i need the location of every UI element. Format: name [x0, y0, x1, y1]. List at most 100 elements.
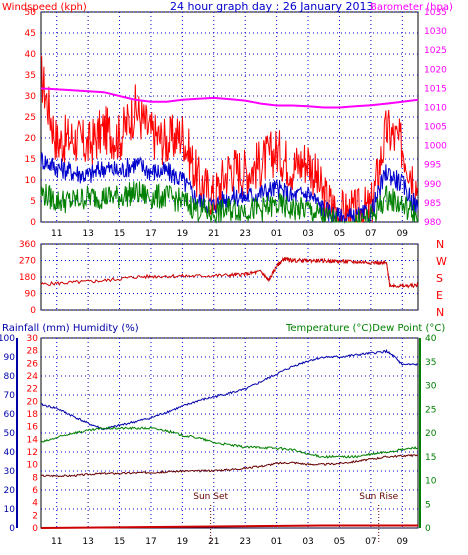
- wind-panel-x-tick: 21: [208, 229, 219, 239]
- baro-y-tick: 995: [424, 161, 441, 171]
- humidity-y-tick: 70: [4, 391, 16, 401]
- temp-panel-x-tick: 19: [177, 537, 189, 547]
- dir-y-tick: 270: [19, 257, 36, 267]
- baro-line: [40, 87, 419, 109]
- humidity-y-tick: 80: [4, 372, 16, 382]
- temp-y-tick: 35: [425, 358, 436, 368]
- temp-y-tick: 40: [425, 334, 437, 344]
- compass-label: N: [436, 238, 444, 251]
- temp-panel-x-tick: 11: [51, 537, 62, 547]
- rain-y-tick: 26: [27, 359, 39, 369]
- temp-hum-rain-panel: 0102030405060708090100024681012141618202…: [0, 334, 437, 547]
- humidity-y-tick: 30: [4, 467, 16, 477]
- wind-panel-x-tick: 11: [51, 229, 62, 239]
- baro-y-tick: 1020: [424, 65, 447, 75]
- temp-y-tick: 5: [425, 500, 431, 510]
- wind-y-tick: 0: [30, 218, 36, 228]
- rain-y-tick: 2: [32, 511, 38, 521]
- rain-y-tick: 0: [32, 524, 38, 534]
- rain-y-tick: 16: [27, 423, 39, 433]
- wind-y-tick: 50: [25, 8, 37, 18]
- temp-panel-x-tick: 05: [334, 537, 345, 547]
- dir-y-tick: 180: [19, 273, 36, 283]
- temp-panel-x-tick: 01: [271, 537, 282, 547]
- wind-y-tick: 15: [25, 155, 36, 165]
- wind-baro-panel: 0510152025303540455098098599099510001005…: [25, 8, 448, 239]
- direction-line: [40, 256, 419, 289]
- temp-panel-x-tick: 15: [114, 537, 125, 547]
- barometer-axis-label: Barometer (hpa): [370, 2, 453, 13]
- gust-line: [40, 55, 419, 223]
- temp-y-tick: 25: [425, 405, 436, 415]
- rain-y-tick: 10: [27, 461, 39, 471]
- rain-humidity-axis-label: Rainfall (mm) Humidity (%): [2, 323, 139, 334]
- temp-y-tick: 10: [425, 477, 437, 487]
- rain-y-tick: 4: [32, 499, 38, 509]
- humidity-line: [40, 348, 419, 431]
- chart-title: 24 hour graph day : 26 January 2013: [170, 0, 374, 13]
- temp-panel-x-tick: 03: [302, 537, 313, 547]
- rain-y-tick: 24: [27, 372, 39, 382]
- dir-y-tick: 0: [30, 306, 36, 316]
- temp-y-tick: 0: [425, 524, 431, 534]
- wind-y-tick: 35: [25, 71, 36, 81]
- temp-y-tick: 15: [425, 453, 436, 463]
- wind-y-tick: 20: [25, 134, 37, 144]
- baro-y-tick: 1005: [424, 123, 447, 133]
- humidity-y-tick: 10: [4, 505, 16, 515]
- baro-y-tick: 1015: [424, 84, 447, 94]
- wind-y-tick: 45: [25, 29, 36, 39]
- wind-panel-x-tick: 19: [177, 229, 189, 239]
- temp-y-tick: 30: [425, 382, 437, 392]
- temp-panel-x-tick: 21: [208, 537, 219, 547]
- rain-y-tick: 28: [27, 347, 39, 357]
- wind-y-tick: 25: [25, 113, 36, 123]
- wind-panel-x-tick: 13: [82, 229, 93, 239]
- wind-panel-x-tick: 15: [114, 229, 125, 239]
- wind-panel-x-tick: 07: [365, 229, 376, 239]
- wind-y-tick: 5: [30, 197, 36, 207]
- rain-y-tick: 14: [27, 435, 39, 445]
- baro-y-tick: 1010: [424, 103, 447, 113]
- dir-y-tick: 90: [25, 290, 37, 300]
- windAvg-line: [40, 181, 419, 224]
- humidity-y-tick: 100: [0, 334, 15, 344]
- temp-panel-x-tick: 13: [82, 537, 93, 547]
- humidity-y-tick: 50: [4, 429, 16, 439]
- rain-y-tick: 30: [27, 334, 39, 344]
- baro-y-tick: 1030: [424, 27, 447, 37]
- wind-panel-x-tick: 17: [145, 229, 156, 239]
- baro-y-tick: 980: [424, 218, 441, 228]
- humidity-y-tick: 20: [4, 486, 16, 496]
- wind-panel-x-tick: 05: [334, 229, 345, 239]
- baro-y-tick: 1025: [424, 46, 447, 56]
- rain-y-tick: 12: [27, 448, 38, 458]
- wind-panel-x-tick: 09: [397, 229, 409, 239]
- dewpoint-line: [40, 453, 419, 478]
- windspeed-axis-label: Windspeed (kph): [2, 2, 87, 13]
- baro-y-tick: 1035: [424, 8, 447, 18]
- temp-dew-axis-label: Temperature (°C)Dew Point (°C): [285, 323, 445, 334]
- wind-y-tick: 30: [25, 92, 37, 102]
- compass-label: S: [436, 272, 443, 285]
- wind-panel-x-tick: 23: [239, 229, 250, 239]
- compass-label: W: [436, 255, 447, 268]
- temp-panel-x-tick: 23: [239, 537, 250, 547]
- humidity-y-tick: 90: [4, 353, 16, 363]
- humidity-y-tick: 40: [4, 448, 16, 458]
- dir-y-tick: 360: [19, 240, 36, 250]
- temperature-line: [40, 426, 419, 459]
- baro-y-tick: 985: [424, 199, 441, 209]
- baro-y-tick: 990: [424, 180, 441, 190]
- humidity-y-tick: 60: [4, 410, 16, 420]
- baro-y-tick: 1000: [424, 142, 447, 152]
- wind-y-tick: 40: [25, 50, 37, 60]
- temp-panel-x-tick: 17: [145, 537, 156, 547]
- wind-panel-x-tick: 01: [271, 229, 282, 239]
- rain-y-tick: 8: [32, 473, 38, 483]
- rain-line: [40, 524, 418, 529]
- rain-y-tick: 22: [27, 385, 38, 395]
- compass-label: N: [436, 306, 444, 319]
